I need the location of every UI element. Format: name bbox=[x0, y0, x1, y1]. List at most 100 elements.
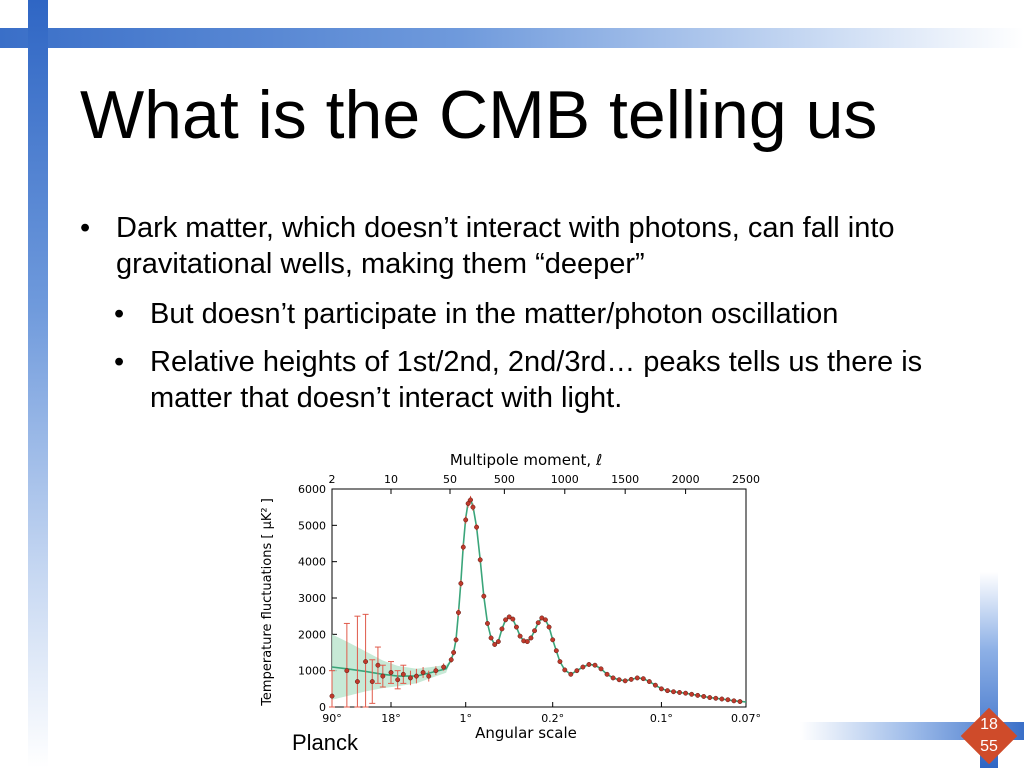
data-point bbox=[580, 664, 586, 670]
data-point bbox=[665, 688, 670, 694]
top-tick-label: 500 bbox=[494, 473, 515, 486]
top-tick-label: 1000 bbox=[551, 473, 579, 486]
data-point bbox=[453, 637, 459, 643]
data-point bbox=[671, 689, 676, 695]
data-point bbox=[542, 617, 548, 623]
data-point bbox=[460, 544, 466, 550]
chart-ylabel: Temperature fluctuations [ μK² ] bbox=[260, 498, 275, 707]
top-tick-label: 2 bbox=[329, 473, 336, 486]
bullet-dot: • bbox=[114, 298, 125, 330]
bottom-tick-label: 90° bbox=[322, 712, 342, 725]
data-point bbox=[485, 620, 490, 626]
y-tick-label: 6000 bbox=[298, 483, 326, 496]
data-point bbox=[426, 673, 432, 679]
image-credit: Planck bbox=[292, 730, 359, 755]
data-point bbox=[488, 635, 494, 641]
data-point bbox=[701, 694, 707, 699]
top-tick-label: 10 bbox=[384, 473, 398, 486]
chart-xlabel: Angular scale bbox=[475, 724, 577, 742]
data-point bbox=[610, 675, 616, 681]
data-point bbox=[689, 691, 695, 697]
data-point bbox=[592, 662, 598, 668]
top-tick-label: 2500 bbox=[732, 473, 760, 486]
data-point bbox=[634, 675, 640, 681]
bullet-text: Dark matter, which doesn’t interact with… bbox=[116, 212, 895, 280]
data-point bbox=[433, 668, 439, 674]
data-point bbox=[506, 614, 512, 620]
data-point bbox=[408, 675, 413, 681]
data-point bbox=[604, 671, 610, 677]
data-point bbox=[598, 666, 604, 672]
data-point bbox=[524, 639, 530, 645]
bottom-tick-label: 0.2° bbox=[541, 712, 564, 725]
y-tick-label: 3000 bbox=[298, 592, 326, 605]
data-point bbox=[677, 690, 683, 695]
data-point bbox=[532, 628, 538, 634]
page-current: 18 bbox=[980, 716, 998, 733]
bullet-list: • Dark matter, which doesn’t interact wi… bbox=[80, 210, 940, 428]
data-point bbox=[616, 677, 622, 683]
data-point bbox=[713, 695, 719, 701]
data-point bbox=[510, 616, 516, 622]
bullet-item: • But doesn’t participate in the matter/… bbox=[80, 296, 940, 332]
data-point bbox=[413, 673, 419, 679]
top-tick-label: 1500 bbox=[611, 473, 639, 486]
data-point bbox=[553, 648, 559, 654]
data-point bbox=[517, 633, 523, 639]
data-point bbox=[492, 642, 498, 647]
data-point bbox=[477, 557, 483, 563]
data-point bbox=[503, 617, 509, 623]
bottom-tick-label: 0.07° bbox=[731, 712, 761, 725]
bottom-tick-label: 18° bbox=[381, 712, 401, 725]
bullet-dot: • bbox=[114, 346, 125, 378]
data-point bbox=[495, 639, 501, 645]
chart-svg: Multipole moment, ℓ Angular scale Temper… bbox=[260, 451, 761, 742]
data-point bbox=[737, 699, 743, 704]
top-tick-label: 2000 bbox=[672, 473, 700, 486]
data-point bbox=[568, 671, 574, 677]
data-point bbox=[456, 610, 461, 615]
data-point bbox=[513, 624, 519, 630]
data-point bbox=[388, 670, 394, 675]
bottom-tick-label: 0.1° bbox=[650, 712, 673, 725]
data-point bbox=[719, 696, 725, 702]
data-point bbox=[344, 668, 350, 674]
bullet-item: • Dark matter, which doesn’t interact wi… bbox=[80, 210, 940, 282]
data-point bbox=[363, 659, 369, 665]
data-point bbox=[652, 682, 658, 688]
y-tick-label: 4000 bbox=[298, 556, 326, 569]
data-point bbox=[640, 676, 646, 682]
data-point bbox=[470, 504, 476, 510]
data-point bbox=[622, 678, 628, 684]
data-point bbox=[481, 593, 487, 599]
data-point bbox=[658, 686, 664, 692]
page-total: 55 bbox=[980, 738, 998, 755]
y-tick-label: 2000 bbox=[298, 628, 326, 641]
cmb-power-spectrum-chart: Multipole moment, ℓ Angular scale Temper… bbox=[250, 445, 770, 750]
data-point bbox=[574, 668, 580, 674]
data-point bbox=[546, 624, 552, 630]
data-point bbox=[369, 679, 375, 685]
data-point bbox=[329, 693, 335, 699]
top-accent-bar bbox=[0, 28, 1024, 48]
data-point bbox=[731, 698, 737, 704]
data-point bbox=[528, 635, 534, 641]
data-point bbox=[535, 620, 541, 626]
page-number-badge: 18 55 bbox=[960, 707, 1018, 765]
y-tick-label: 0 bbox=[319, 701, 326, 714]
data-point bbox=[474, 524, 480, 530]
top-tick-label: 50 bbox=[443, 473, 457, 486]
data-point bbox=[562, 667, 568, 673]
data-point bbox=[550, 637, 556, 643]
data-point bbox=[463, 517, 469, 523]
data-point bbox=[395, 677, 401, 683]
bottom-tick-label: 1° bbox=[459, 712, 472, 725]
data-point bbox=[420, 670, 426, 675]
y-tick-label: 1000 bbox=[298, 665, 326, 678]
data-point bbox=[375, 662, 381, 668]
data-point bbox=[400, 671, 406, 677]
data-point bbox=[628, 676, 634, 682]
data-point bbox=[458, 581, 464, 586]
data-point bbox=[725, 697, 731, 703]
data-point bbox=[683, 690, 689, 696]
